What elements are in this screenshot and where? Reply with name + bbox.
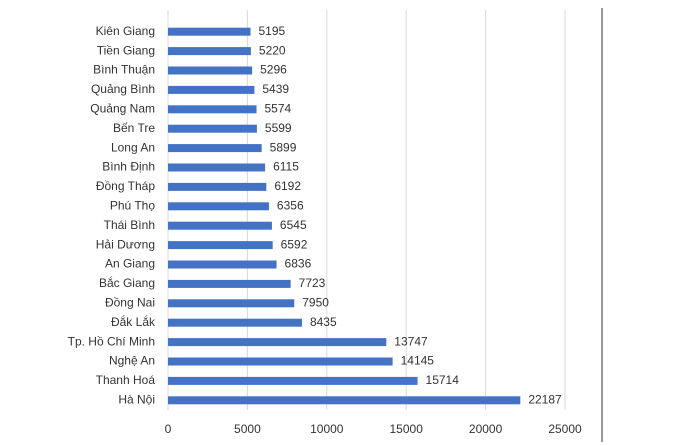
y-tick-label: Tp. Hồ Chí Minh bbox=[68, 334, 155, 348]
bar bbox=[168, 144, 262, 153]
y-tick-label: Thái Bình bbox=[104, 218, 155, 232]
x-tick-label: 20000 bbox=[469, 422, 503, 436]
value-label: 5296 bbox=[260, 63, 287, 77]
y-tick-label: Đồng Tháp bbox=[96, 179, 155, 193]
value-label: 6836 bbox=[285, 257, 312, 271]
bar bbox=[168, 260, 277, 269]
y-tick-label: Quảng Nam bbox=[90, 101, 155, 115]
value-label: 7950 bbox=[302, 295, 329, 309]
value-label: 5599 bbox=[265, 121, 292, 135]
bar bbox=[168, 202, 269, 211]
bar bbox=[168, 299, 295, 308]
value-label: 13747 bbox=[394, 334, 428, 348]
y-tick-label: Đồng Nai bbox=[105, 295, 155, 309]
bar bbox=[168, 396, 521, 405]
value-label: 6192 bbox=[274, 179, 301, 193]
y-tick-label: An Giang bbox=[105, 257, 155, 271]
y-tick-label: Bắc Giang bbox=[99, 275, 155, 290]
bar bbox=[168, 279, 291, 288]
bar bbox=[168, 338, 387, 347]
value-label: 22187 bbox=[528, 392, 562, 406]
bar bbox=[168, 124, 257, 133]
value-label: 6115 bbox=[273, 160, 299, 174]
y-tick-label: Đắk Lắk bbox=[111, 314, 156, 329]
value-label: 14145 bbox=[401, 354, 435, 368]
value-label: 5220 bbox=[259, 43, 286, 57]
bar bbox=[168, 182, 267, 191]
y-tick-label: Quảng Bình bbox=[91, 82, 155, 96]
value-label: 5899 bbox=[270, 140, 297, 154]
bar bbox=[168, 241, 273, 250]
y-tick-label: Bình Thuận bbox=[93, 63, 155, 77]
y-tick-label: Bến Tre bbox=[113, 121, 155, 135]
y-tick-label: Long An bbox=[111, 140, 155, 154]
value-label: 6356 bbox=[277, 198, 304, 212]
bar bbox=[168, 357, 393, 366]
value-label: 8435 bbox=[310, 315, 337, 329]
y-tick-label: Kiên Giang bbox=[96, 24, 155, 38]
bar bbox=[168, 376, 418, 385]
x-tick-label: 10000 bbox=[310, 422, 344, 436]
value-label: 7723 bbox=[299, 276, 326, 290]
value-label: 5574 bbox=[265, 101, 292, 115]
value-label: 5195 bbox=[258, 24, 285, 38]
bar bbox=[168, 85, 255, 94]
y-tick-label: Phú Thọ bbox=[110, 198, 155, 212]
value-label: 15714 bbox=[426, 373, 460, 387]
value-label: 6545 bbox=[280, 218, 307, 232]
x-tick-label: 15000 bbox=[390, 422, 424, 436]
y-tick-label: Tiền Giang bbox=[97, 43, 155, 57]
y-tick-label: Hà Nội bbox=[118, 392, 155, 406]
bar bbox=[168, 27, 251, 36]
y-tick-label: Hải Dương bbox=[96, 237, 155, 251]
y-tick-label: Bình Định bbox=[102, 160, 155, 174]
bar bbox=[168, 105, 257, 114]
value-label: 5439 bbox=[262, 82, 289, 96]
bar bbox=[168, 47, 251, 56]
value-label: 6592 bbox=[281, 237, 308, 251]
bar bbox=[168, 66, 253, 75]
bar bbox=[168, 163, 266, 172]
y-tick-label: Thanh Hoá bbox=[96, 373, 156, 387]
x-tick-label: 25000 bbox=[548, 422, 582, 436]
x-tick-label: 0 bbox=[165, 422, 172, 436]
bar bbox=[168, 318, 302, 327]
y-tick-label: Nghệ An bbox=[109, 354, 155, 368]
x-tick-label: 5000 bbox=[234, 422, 261, 436]
bar bbox=[168, 221, 272, 230]
